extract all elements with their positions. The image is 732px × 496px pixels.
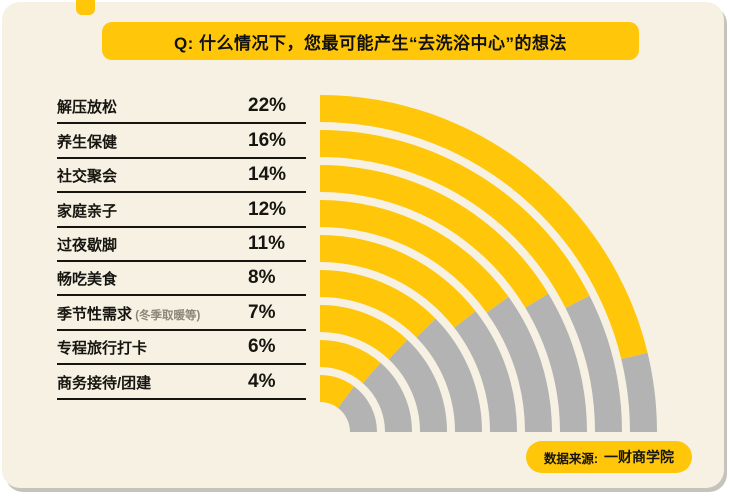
list-item: 畅吃美食 8% bbox=[57, 262, 306, 297]
category-value: 7% bbox=[248, 301, 276, 323]
category-value: 22% bbox=[248, 95, 287, 117]
list-item: 商务接待/团建 4% bbox=[57, 365, 306, 400]
arc-remainder bbox=[388, 339, 448, 432]
list-item: 家庭亲子 12% bbox=[57, 193, 306, 228]
category-label: 专程旅行打卡 bbox=[57, 340, 148, 358]
arc-filled bbox=[320, 270, 436, 338]
category-value: 4% bbox=[248, 370, 276, 392]
arc-filled bbox=[320, 130, 590, 308]
arc-remainder bbox=[486, 296, 552, 432]
question-banner: Q: 什么情况下，您最可能产生“去洗浴中心”的想法 bbox=[102, 22, 639, 60]
arc-remainder bbox=[525, 293, 587, 432]
arc-filled bbox=[320, 235, 476, 328]
category-note: (冬季取暖等) bbox=[132, 309, 201, 322]
list-item: 过夜歇脚 11% bbox=[57, 228, 306, 262]
category-value: 8% bbox=[248, 267, 276, 289]
category-value: 12% bbox=[248, 198, 287, 220]
arc-remainder bbox=[621, 352, 658, 432]
category-label: 社交聚会 bbox=[57, 168, 118, 186]
category-value: 11% bbox=[248, 232, 285, 254]
category-label: 养生保健 bbox=[57, 133, 118, 151]
list-item: 季节性需求 (冬季取暖等) 7% bbox=[57, 296, 306, 331]
arc-remainder bbox=[454, 311, 517, 432]
arc-remainder bbox=[416, 318, 482, 432]
list-item: 养生保健 16% bbox=[57, 124, 306, 159]
arc-filled bbox=[320, 95, 648, 360]
category-list: 解压放松 22% 养生保健 16% 社交聚会 14% 家庭亲子 12% 过夜歇脚 11% 畅吃美食 8… bbox=[57, 90, 306, 400]
arc-filled bbox=[320, 200, 509, 313]
source-badge: 数据来源: 一财商学院 bbox=[525, 441, 692, 473]
category-label: 商务接待/团建 bbox=[57, 374, 152, 392]
arc-remainder bbox=[565, 295, 622, 432]
arc-filled bbox=[320, 340, 381, 384]
list-item: 解压放松 22% bbox=[57, 90, 306, 125]
decorative-tab bbox=[76, 0, 95, 15]
arc-remainder bbox=[362, 362, 412, 432]
card: Q: 什么情况下，您最可能产生“去洗浴中心”的想法 解压放松 22% 养生保健 16%… bbox=[2, 2, 724, 488]
source-label: 数据来源: bbox=[543, 451, 598, 466]
arc-filled bbox=[320, 375, 355, 408]
category-value: 14% bbox=[248, 164, 287, 186]
arc-remainder bbox=[338, 386, 377, 432]
category-label: 畅吃美食 bbox=[57, 271, 118, 289]
page-title: Q: 什么情况下，您最可能产生“去洗浴中心”的想法 bbox=[173, 33, 568, 53]
arc-filled bbox=[320, 165, 549, 308]
source-name: 一财商学院 bbox=[604, 449, 674, 465]
arc-filled bbox=[320, 304, 408, 360]
list-item: 专程旅行打卡 6% bbox=[57, 331, 306, 366]
category-label: 解压放松 bbox=[57, 99, 118, 117]
category-label: 过夜歇脚 bbox=[57, 236, 118, 254]
list-item: 社交聚会 14% bbox=[57, 159, 306, 194]
category-label: 家庭亲子 bbox=[57, 202, 118, 220]
category-value: 6% bbox=[248, 336, 276, 358]
category-label: 季节性需求 (冬季取暖等) bbox=[57, 305, 201, 323]
category-value: 16% bbox=[248, 129, 287, 151]
